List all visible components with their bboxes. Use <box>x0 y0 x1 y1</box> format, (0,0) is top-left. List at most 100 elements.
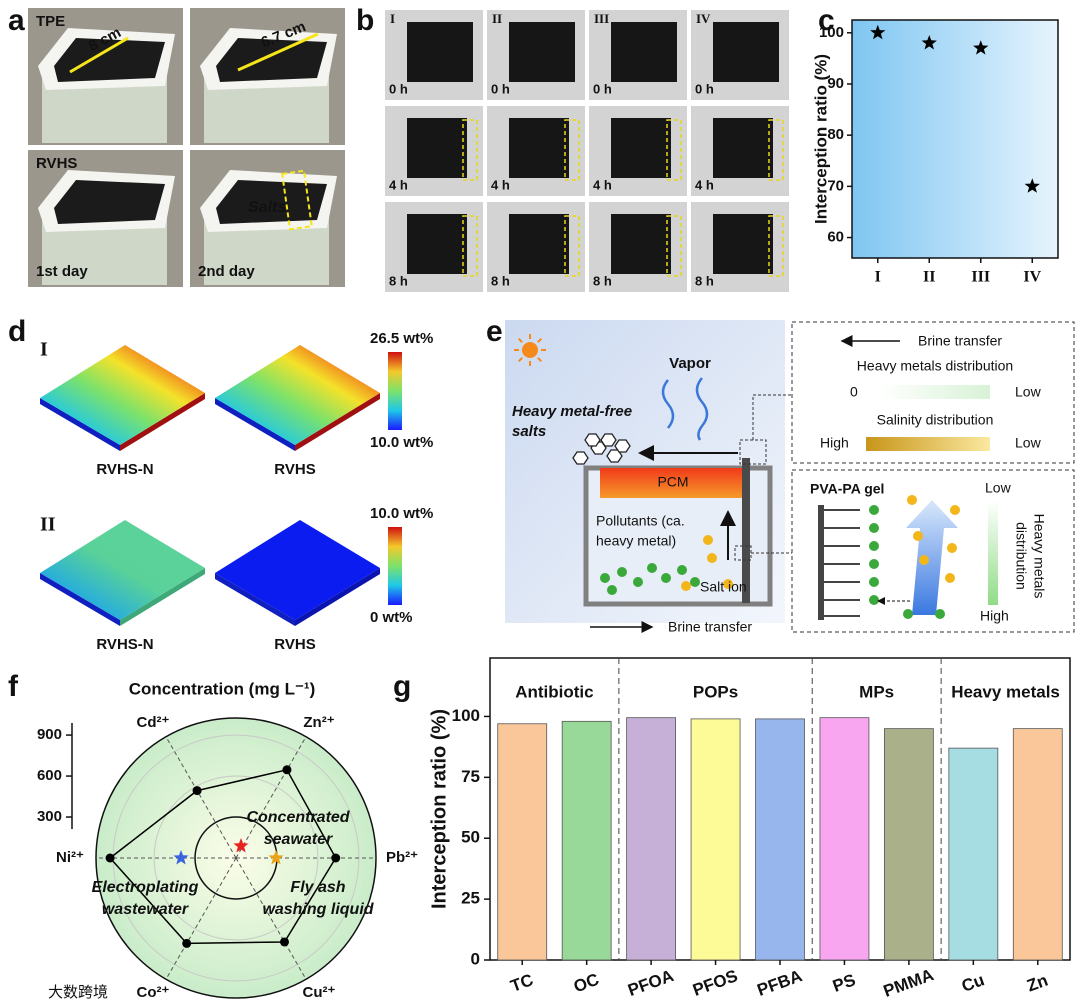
slab-edge <box>215 398 295 451</box>
pollutant <box>869 523 879 533</box>
sample <box>611 22 677 82</box>
colorbar-label: 10.0 wt% <box>370 434 433 451</box>
group-label: Antibiotic <box>515 682 593 701</box>
panel-letter: e <box>486 315 503 348</box>
scale-end: High <box>980 608 1009 624</box>
x-tick-label: Cu <box>959 970 987 996</box>
absorber <box>54 180 165 224</box>
photo-label: RVHS <box>36 155 77 172</box>
legend-label: Brine transfer <box>918 333 1002 349</box>
photo-label: 1st day <box>36 263 88 280</box>
column-label: III <box>594 11 609 26</box>
scale-end: High <box>820 435 849 451</box>
radar-spoke <box>235 736 307 859</box>
salt-region <box>768 215 784 277</box>
scale-end: Low <box>1015 384 1042 400</box>
y-tick-label: 100 <box>452 706 480 725</box>
time-label: 0 h <box>389 81 408 96</box>
y-tick-label: 50 <box>461 828 480 847</box>
legend-label: Salinity distribution <box>877 412 994 428</box>
slab-edge <box>295 393 380 451</box>
pollutant <box>903 609 913 619</box>
salt-ion <box>950 505 960 515</box>
x-tick-label: PFBA <box>755 966 805 1000</box>
sample <box>407 22 473 82</box>
salt-ion <box>919 555 929 565</box>
pollutant <box>869 577 879 587</box>
salt-ion-label: Salt ion <box>700 579 747 595</box>
pollutant <box>690 577 700 587</box>
salt-ion <box>707 553 717 563</box>
data-point <box>182 938 192 948</box>
time-label: 4 h <box>491 177 510 192</box>
axis-label: Cd²⁺ <box>137 714 170 731</box>
gel-scale <box>988 501 998 605</box>
x-tick-label: PFOA <box>625 966 676 1000</box>
slab-edge <box>295 568 380 626</box>
x-tick-label: I <box>875 269 881 286</box>
y-tick-label: 80 <box>827 126 844 143</box>
bar <box>755 718 805 961</box>
salt-crystal <box>614 439 631 453</box>
pollutant <box>869 505 879 515</box>
vapor-wave <box>661 379 675 429</box>
sun-ray <box>517 357 523 363</box>
group-label: MPs <box>859 682 894 701</box>
time-label: 8 h <box>593 273 612 288</box>
salt-ion <box>907 495 917 505</box>
pcm-label: PCM <box>657 474 688 490</box>
slab-edge <box>215 573 295 626</box>
salt-crystal <box>600 433 617 447</box>
y-tick-label: 75 <box>461 767 480 786</box>
legend-label: Heavy metals distribution <box>857 358 1013 374</box>
group-label: Heavy metals <box>951 682 1060 701</box>
radar-spoke <box>165 736 237 859</box>
scale-end: Low <box>1015 435 1042 451</box>
sample <box>509 22 575 82</box>
bar <box>884 728 934 961</box>
sun-ray <box>537 357 543 363</box>
sample <box>713 118 773 178</box>
data-point <box>282 765 292 775</box>
slab <box>40 520 205 620</box>
leader <box>752 394 792 440</box>
bar <box>690 718 741 961</box>
data-point <box>331 853 341 863</box>
sample <box>713 22 779 82</box>
x-tick-label: II <box>923 269 935 286</box>
annotation: washing liquid <box>262 901 374 918</box>
salt-ion <box>913 531 923 541</box>
slab-edge <box>40 573 120 626</box>
column-label: IV <box>696 11 711 26</box>
slab-edge <box>120 393 205 451</box>
salt-region <box>666 215 682 277</box>
bar <box>948 747 999 961</box>
salt-crystal <box>584 433 601 447</box>
salt-ion <box>947 543 957 553</box>
radar-ring <box>153 775 319 941</box>
bar <box>561 720 612 961</box>
data-point <box>973 40 989 55</box>
y-axis-label: Interception ratio (%) <box>811 54 830 224</box>
pollutant <box>869 595 879 605</box>
panel-letter: c <box>818 4 835 37</box>
sun <box>522 342 538 358</box>
photo-label: 2nd day <box>198 263 255 280</box>
salt-region <box>564 119 580 181</box>
salt-box <box>281 169 313 231</box>
time-label: 0 h <box>695 81 714 96</box>
time-label: 8 h <box>389 273 408 288</box>
wick <box>742 458 750 603</box>
r-tick-label: 900 <box>37 726 62 743</box>
y-tick-label: 25 <box>461 889 480 908</box>
pollutant <box>869 541 879 551</box>
watermark: 大数跨境 <box>48 983 108 1001</box>
sample <box>407 118 467 178</box>
annotation: wastewater <box>102 901 189 918</box>
gel-backbone <box>818 505 824 620</box>
slab <box>40 345 205 445</box>
pollutant <box>617 567 627 577</box>
x-tick-label: PMMA <box>881 965 936 1001</box>
axis-label: Zn²⁺ <box>303 714 334 731</box>
